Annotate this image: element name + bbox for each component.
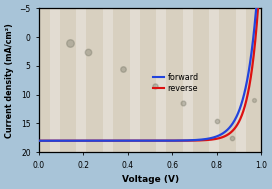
reverse [94, 140, 98, 142]
Bar [183, 8, 193, 152]
forward [77, 140, 80, 142]
reverse [168, 140, 172, 142]
Point [181, 102, 186, 105]
Point [68, 41, 72, 44]
forward [37, 140, 41, 142]
Bar [236, 8, 246, 152]
Bar [129, 8, 140, 152]
Bar [50, 8, 60, 152]
Line: reverse: reverse [39, 0, 261, 141]
Point [121, 67, 126, 70]
forward [205, 138, 208, 140]
Point [230, 136, 234, 139]
forward [138, 140, 141, 142]
forward [168, 139, 172, 142]
reverse [37, 140, 41, 142]
Legend: forward, reverse: forward, reverse [150, 70, 202, 96]
forward [94, 140, 98, 142]
Bar [156, 8, 166, 152]
Point [152, 84, 157, 88]
X-axis label: Voltage (V): Voltage (V) [122, 175, 179, 184]
reverse [205, 139, 208, 141]
Line: forward: forward [39, 0, 261, 141]
Bar [209, 8, 220, 152]
Point [215, 119, 219, 122]
reverse [186, 139, 189, 142]
Point [86, 50, 90, 53]
reverse [77, 140, 80, 142]
Bar [103, 8, 113, 152]
Point [252, 99, 257, 102]
reverse [138, 140, 141, 142]
Y-axis label: Current density (mA/cm²): Current density (mA/cm²) [5, 23, 14, 138]
Bar [76, 8, 86, 152]
forward [186, 139, 189, 142]
